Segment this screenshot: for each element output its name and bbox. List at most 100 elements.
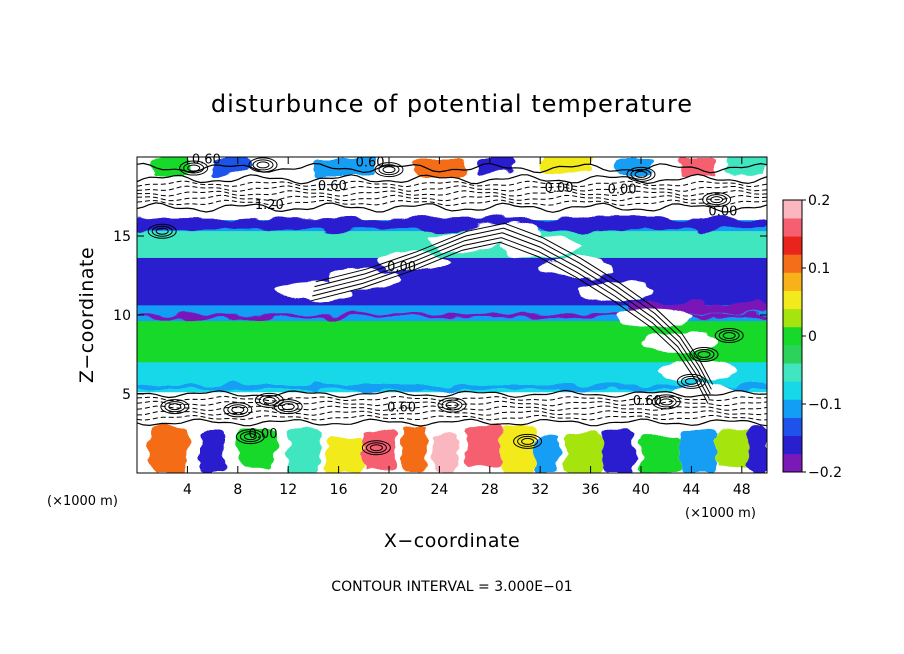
contour-loop-35 xyxy=(651,394,681,410)
contour-loop-65 xyxy=(513,433,543,449)
contour-loop-53 xyxy=(248,157,278,173)
field-texture xyxy=(137,157,767,473)
plot-area xyxy=(137,157,767,473)
contour-label-2: 0.60 xyxy=(318,179,347,194)
field-patch-22 xyxy=(540,157,591,173)
x-tick-label-1: 8 xyxy=(233,482,242,498)
contour-loop-57 xyxy=(378,164,400,176)
contour-loop-31 xyxy=(281,403,295,411)
contour-interval-note: CONTOUR INTERVAL = 3.000E−01 xyxy=(331,579,572,595)
contour-line-5 xyxy=(137,202,767,213)
field-patch-20 xyxy=(414,157,465,178)
contour-loop-67 xyxy=(521,437,535,445)
contour-loop-64 xyxy=(710,196,724,204)
colorbar-swatch-14 xyxy=(783,200,802,219)
contour-loop-69 xyxy=(239,431,261,443)
contour-label-8: 0.60 xyxy=(387,400,416,415)
field-patch-15 xyxy=(716,428,755,467)
colorbar-swatch-2 xyxy=(783,417,802,437)
contour-loop-43 xyxy=(697,351,711,358)
contour-loop-29 xyxy=(273,399,303,415)
colorbar-swatch-9 xyxy=(783,290,802,310)
contour-line-14 xyxy=(137,418,767,427)
contour-loop-27 xyxy=(258,394,280,406)
x-axis-unit: (×1000 m) xyxy=(685,506,756,521)
x-tick-label-10: 44 xyxy=(682,482,700,498)
field-patch-26 xyxy=(137,218,767,230)
field-patch-18 xyxy=(212,157,251,175)
contour-loop-52 xyxy=(187,164,201,172)
field-patch-7 xyxy=(433,435,459,473)
contour-line-6 xyxy=(137,173,767,185)
contour-labels: 0.60 0.60 0.60 1.20 0.00 0.00 0.00 0.00 0.60 0.60… xyxy=(192,152,738,442)
contour-loop-71 xyxy=(361,440,391,456)
contour-loop-44 xyxy=(714,328,744,344)
contour-loop-25 xyxy=(231,406,245,414)
x-tick-label-6: 28 xyxy=(481,482,499,498)
contour-loop-63 xyxy=(706,194,728,206)
contour-label-3: 1.20 xyxy=(255,198,284,213)
contour-line-18 xyxy=(314,227,712,390)
contour-loop-60 xyxy=(630,168,652,180)
field-patch-16 xyxy=(748,425,767,473)
x-tick-label-2: 12 xyxy=(279,482,297,498)
contour-line-8 xyxy=(137,414,767,421)
x-tick-label-8: 36 xyxy=(582,482,600,498)
contour-loop-33 xyxy=(441,399,463,411)
contour-loop-59 xyxy=(626,166,656,182)
chart-title: disturbunce of potential temperature xyxy=(211,90,693,118)
y-axis-label: Z−coordinate xyxy=(76,247,98,383)
contour-loop-23 xyxy=(223,402,253,418)
field-patch-9 xyxy=(502,425,534,473)
contour-loop-58 xyxy=(382,166,396,174)
x-axis-label: X−coordinate xyxy=(384,530,520,552)
contour-loop-36 xyxy=(655,396,677,408)
contour-line-1 xyxy=(137,194,767,202)
contour-loop-45 xyxy=(718,330,740,342)
field-patch-14 xyxy=(678,430,717,473)
contour-label-9: 0.60 xyxy=(633,394,662,409)
colorbar-swatch-12 xyxy=(783,236,802,255)
x-axis: 4 8 12 16 20 24 28 32 36 40 44 48 xyxy=(183,157,751,498)
contour-loop-54 xyxy=(252,159,274,171)
colorbar-swatch-0 xyxy=(783,453,802,473)
colorbar-swatch-10 xyxy=(783,272,802,291)
field-patch-27 xyxy=(137,314,767,319)
contour-loop-51 xyxy=(183,162,205,174)
contour-line-17 xyxy=(313,232,711,395)
colorbar-swatch-6 xyxy=(783,345,802,364)
contour-loop-28 xyxy=(262,396,276,404)
x-tick-label-3: 16 xyxy=(330,482,348,498)
contour-loop-62 xyxy=(702,192,732,208)
contour-line-13 xyxy=(137,389,767,399)
contour-loop-50 xyxy=(179,160,209,176)
contour-loop-70 xyxy=(243,433,257,441)
field-patch-2 xyxy=(237,430,276,469)
y-tick-label-0: 5 xyxy=(122,387,131,403)
colorbar: 0.2 0.1 0 −0.1 −0.2 xyxy=(782,193,842,481)
contour-loop-55 xyxy=(256,161,270,169)
contour-loop-41 xyxy=(689,347,719,362)
field-band-5 xyxy=(137,251,767,306)
y-axis: 5 10 15 xyxy=(113,229,767,403)
contour-label-0: 0.60 xyxy=(192,152,221,167)
contour-line-2 xyxy=(137,189,767,197)
contour-line-19 xyxy=(315,222,714,385)
field-patch-12 xyxy=(603,428,635,473)
field-patch-10 xyxy=(533,436,560,473)
contour-loop-48 xyxy=(151,225,173,237)
y-tick-label-2: 15 xyxy=(113,229,131,245)
y-tick-label-1: 10 xyxy=(113,308,131,324)
contour-loop-37 xyxy=(659,398,673,406)
contour-loop-68 xyxy=(235,429,265,445)
field-patch-8 xyxy=(464,425,503,467)
x-tick-label-0: 4 xyxy=(183,482,192,498)
contour-line-7 xyxy=(137,162,767,174)
field-patch-3 xyxy=(288,428,320,473)
temperature-field xyxy=(137,157,767,473)
contour-loop-32 xyxy=(437,397,467,413)
x-tick-label-7: 32 xyxy=(531,482,549,498)
contour-line-15 xyxy=(310,241,709,404)
contour-line-3 xyxy=(137,185,767,192)
